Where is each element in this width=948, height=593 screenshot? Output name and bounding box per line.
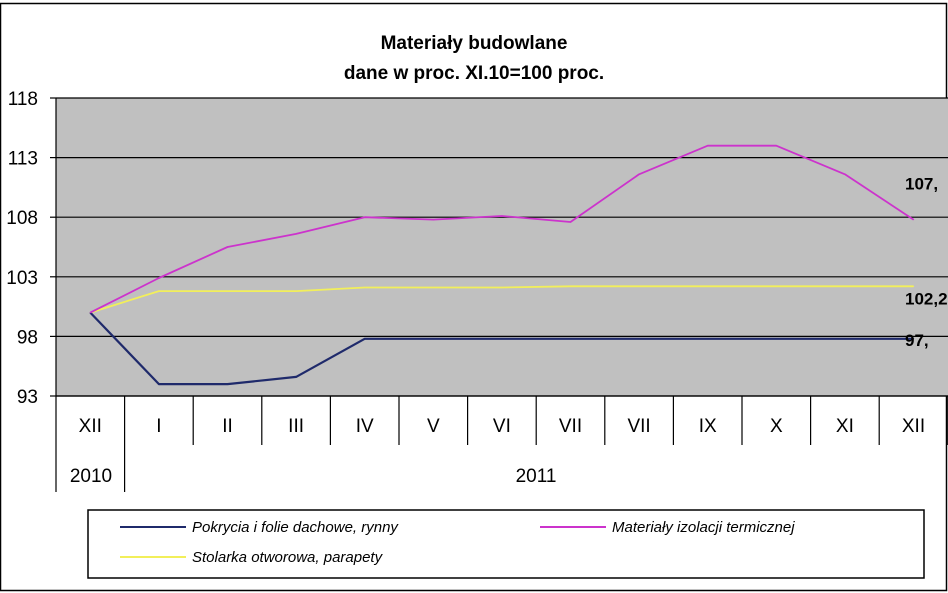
data-point	[775, 338, 777, 340]
data-point	[775, 285, 777, 287]
data-point	[912, 285, 915, 287]
data-point	[295, 290, 297, 292]
data-point	[912, 218, 915, 221]
x-tick-label: III	[288, 416, 304, 437]
data-point	[226, 246, 229, 248]
y-tick-label: 103	[6, 268, 38, 289]
end-label-1: 107,	[905, 175, 938, 194]
data-point	[89, 311, 91, 314]
data-point	[501, 338, 503, 340]
data-point	[364, 338, 366, 340]
data-point	[569, 221, 572, 223]
data-point	[295, 233, 297, 235]
y-tick-label: 118	[8, 89, 38, 110]
x-tick-label: XI	[836, 416, 854, 437]
x-tick-label: II	[222, 416, 233, 437]
data-point	[432, 286, 434, 289]
y-tick-label: 93	[17, 387, 38, 408]
legend-box	[87, 509, 925, 579]
data-point	[432, 218, 434, 221]
series-lines	[89, 144, 915, 386]
end-label-2: 102,2	[905, 289, 948, 308]
data-point	[844, 338, 846, 340]
data-point	[912, 338, 915, 340]
x-tick-label: XII	[902, 416, 925, 437]
legend-label-pokrycia: Pokrycia i folie dachowe, rynny	[192, 519, 399, 536]
data-point	[364, 286, 366, 289]
data-point	[432, 338, 434, 340]
x-tick-label: I	[156, 416, 161, 437]
y-axis: 93 98 103 108 113 118	[6, 89, 57, 408]
y-tick-label: 98	[17, 327, 38, 348]
y-tick-label: 113	[8, 149, 38, 170]
end-label-0: 97,	[905, 331, 929, 350]
x-axis: XII I II III IV V VI VII VII IX X XI XII	[55, 395, 948, 492]
data-point	[569, 338, 572, 340]
end-labels: 97, 107, 102,2	[905, 175, 948, 350]
data-point	[158, 290, 160, 292]
data-point	[638, 285, 640, 287]
x-tick-label: VII	[627, 416, 650, 437]
data-point	[226, 290, 229, 292]
data-point	[707, 338, 709, 340]
data-point	[295, 376, 297, 378]
chart-title: Materiały budowlane	[381, 33, 568, 54]
data-point	[501, 286, 503, 289]
chart-subtitle: dane w proc. XI.10=100 proc.	[344, 63, 604, 84]
data-point	[707, 145, 709, 147]
legend-label-stolarka: Stolarka otworowa, parapety	[192, 549, 384, 566]
year-label-2010: 2010	[70, 466, 112, 487]
data-point	[226, 383, 229, 385]
y-tick-label: 108	[6, 208, 38, 229]
x-tick-label: VII	[559, 416, 582, 437]
data-point	[501, 215, 503, 217]
x-tick-label: X	[770, 416, 783, 437]
legend: Pokrycia i folie dachowe, rynny Materiał…	[87, 509, 925, 579]
year-label-2011: 2011	[516, 466, 557, 487]
data-point	[638, 338, 640, 340]
data-point	[707, 285, 709, 287]
data-point	[158, 277, 160, 279]
data-point	[158, 383, 160, 385]
legend-label-izolacje: Materiały izolacji termicznej	[612, 519, 795, 536]
x-tick-label: V	[427, 416, 440, 437]
x-tick-label: IV	[356, 416, 374, 437]
data-point	[364, 216, 366, 218]
x-tick-label: IX	[699, 416, 717, 437]
x-tick-label: XII	[79, 416, 102, 437]
plot-area	[56, 98, 948, 396]
data-point	[569, 285, 572, 287]
data-point	[775, 145, 777, 147]
x-tick-label: VI	[493, 416, 511, 437]
data-point	[844, 173, 846, 175]
data-point	[844, 285, 846, 287]
data-point	[638, 173, 640, 175]
